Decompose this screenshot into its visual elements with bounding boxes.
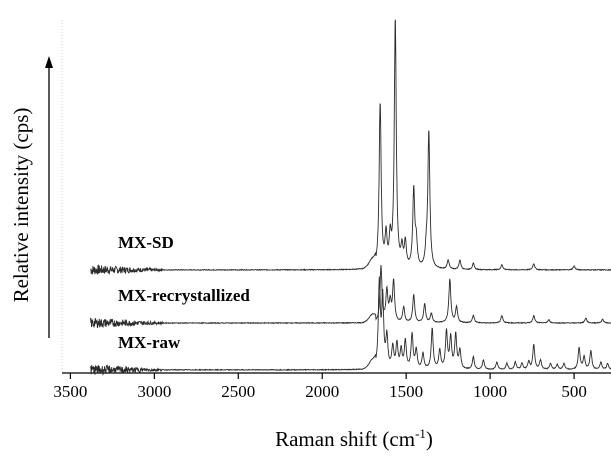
x-axis-ticks: 3500 3000 2500 2000 1500 1000 500	[53, 373, 586, 401]
y-axis-title: Relative intensity (cps)	[9, 108, 33, 303]
y-axis-arrow-head	[45, 56, 53, 68]
x-axis-title-superscript: -1	[415, 426, 426, 441]
x-tick-label: 500	[561, 382, 587, 401]
series-label: MX-raw	[118, 333, 181, 352]
x-tick-label: 2500	[221, 382, 255, 401]
series-labels: MX-SD MX-recrystallized MX-raw	[118, 233, 250, 352]
series-label: MX-SD	[118, 233, 174, 252]
x-axis-title-close: )	[426, 427, 433, 451]
x-tick-label: 1500	[389, 382, 423, 401]
x-tick-label: 3000	[137, 382, 171, 401]
spectra-lines	[91, 20, 611, 375]
x-tick-label: 1000	[473, 382, 507, 401]
x-axis-title-main: Raman shift (cm	[275, 427, 415, 451]
x-tick-label: 3500	[53, 382, 87, 401]
x-tick-label: 2000	[305, 382, 339, 401]
x-axis-title: Raman shift (cm-1)	[275, 426, 433, 451]
series-label: MX-recrystallized	[118, 286, 250, 305]
